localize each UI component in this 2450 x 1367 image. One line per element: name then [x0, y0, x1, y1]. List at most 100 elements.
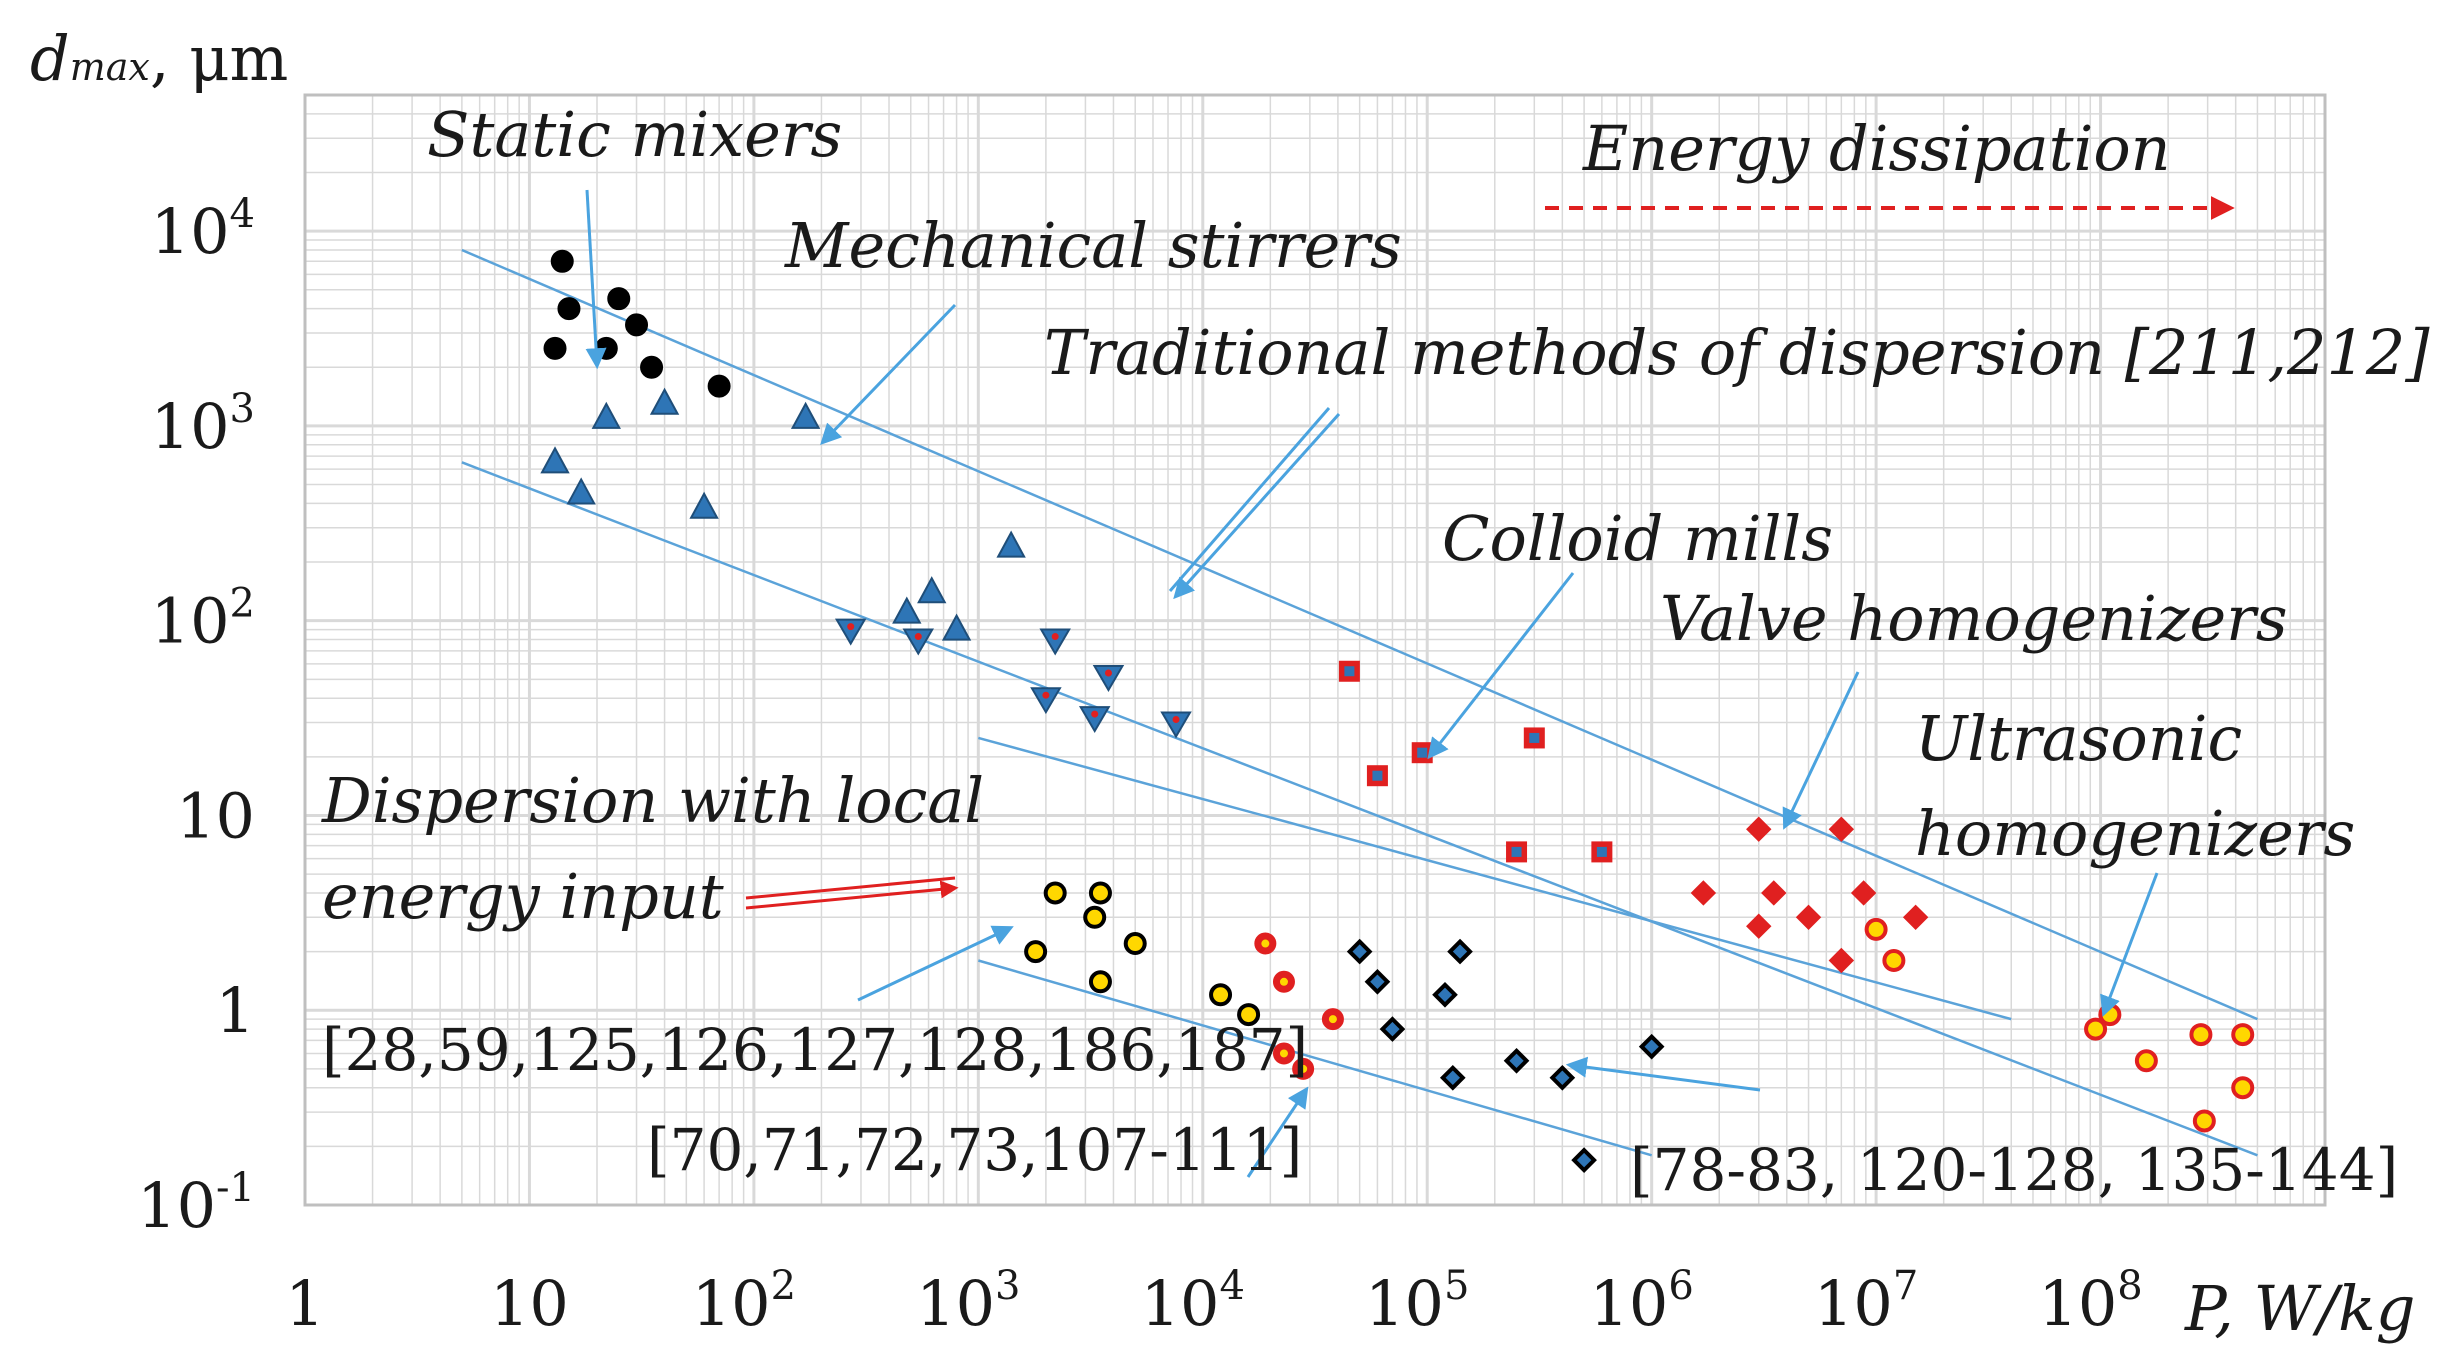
y-axis-label-sub: max: [70, 45, 150, 89]
data-point: [834, 618, 867, 646]
y-axis-label-main: d: [30, 22, 70, 95]
y-tick-label: 103: [151, 386, 255, 463]
annotation-ultrasonic-line1: Ultrasonic: [1915, 702, 2242, 775]
data-point: [1746, 816, 1772, 842]
guide-line-3: [978, 736, 2012, 1021]
data-point: [1272, 1042, 1295, 1065]
arrow-ref-group-1: [857, 925, 1014, 1002]
arrow-local-energy-b: [745, 880, 959, 910]
data-point: [540, 446, 570, 474]
y-tick-label: 102: [151, 581, 255, 658]
data-point: [1092, 664, 1125, 692]
data-point: [1160, 711, 1192, 739]
annotation-ref-group-3: [78-83, 120-128, 135-144]: [1630, 1136, 2398, 1204]
data-point: [625, 313, 649, 337]
data-point: [1447, 938, 1473, 965]
arrow-ref-group-3: [1565, 1056, 1761, 1092]
y-tick-label: 10: [176, 779, 255, 852]
data-point: [790, 401, 821, 429]
data-point: [1292, 1057, 1315, 1080]
data-point: [1795, 904, 1822, 931]
y-axis-label: dmax, μm: [30, 22, 288, 95]
data-point: [2134, 1049, 2158, 1073]
arrow-traditional-methods-a: [1168, 407, 1331, 592]
annotations: Static mixers Mechanical stirrers Tradit…: [321, 98, 2430, 1204]
data-point: [1828, 947, 1855, 974]
data-point: [1503, 1047, 1530, 1074]
y-tick-label: 1: [216, 974, 255, 1047]
data-point: [1088, 881, 1112, 905]
data-point: [892, 596, 922, 624]
data-point: [2192, 1109, 2216, 1133]
data-point: [1338, 660, 1360, 682]
x-tick-label: 106: [1589, 1263, 1693, 1340]
data-point: [1366, 765, 1388, 787]
data-point: [2084, 1017, 2108, 1041]
arrow-static-mixers: [585, 189, 607, 370]
data-point: [2098, 1003, 2122, 1027]
annotation-ultrasonic-line2: homogenizers: [1915, 797, 2355, 870]
data-point: [594, 336, 618, 360]
data-point: [1043, 881, 1067, 905]
y-tick-label: 10-1: [137, 1165, 255, 1242]
data-point: [1882, 949, 1906, 973]
data-point: [1506, 841, 1528, 863]
data-point: [566, 477, 596, 505]
x-axis-label: P, W/kg: [2184, 1272, 2415, 1345]
guide-line-1: [461, 248, 2258, 1021]
guide-line-2: [461, 461, 2258, 1157]
annotation-arrows: [585, 189, 2235, 1178]
data-point: [591, 401, 621, 429]
data-point: [1083, 905, 1107, 929]
data-point: [1123, 932, 1147, 956]
data-point: [640, 355, 664, 379]
data-point: [1638, 1033, 1665, 1060]
data-point: [1850, 880, 1877, 906]
data-point: [707, 374, 731, 398]
data-point: [1439, 1064, 1466, 1091]
arrow-ref-group-2: [1246, 1086, 1309, 1178]
guide-lines: [461, 248, 2258, 1157]
data-point: [543, 336, 567, 360]
arrow-traditional-methods-b: [1173, 412, 1341, 600]
data-point: [1024, 940, 1048, 964]
data-point: [1864, 917, 1888, 941]
data-point: [1761, 880, 1787, 906]
data-point: [1690, 880, 1717, 906]
data-point: [1078, 706, 1111, 734]
data-point: [902, 628, 935, 656]
data-point: [917, 576, 947, 604]
data-point: [1411, 742, 1433, 764]
data-point: [557, 297, 581, 321]
arrow-valve-homogenizers: [1782, 671, 1860, 830]
y-tick-labels: 10-1 1 10 102 103 104: [137, 191, 255, 1242]
data-point: [1432, 981, 1458, 1008]
data-point: [941, 613, 972, 641]
annotation-local-energy-line1: Dispersion with local: [321, 764, 984, 837]
annotation-colloid-mills: Colloid mills: [1442, 502, 1833, 575]
annotation-mechanical-stirrers: Mechanical stirrers: [784, 209, 1402, 282]
data-point: [1237, 1003, 1261, 1027]
data-point: [1902, 904, 1929, 931]
data-point: [1254, 932, 1277, 955]
data-point: [1209, 983, 1233, 1007]
annotation-ref-group-1: [28,59,125,126,127,128,186,187]: [322, 1016, 1308, 1084]
arrow-mechanical-stirrers: [820, 303, 957, 446]
data-point: [2231, 1076, 2255, 1100]
x-tick-label: 108: [2038, 1263, 2142, 1340]
annotation-static-mixers: Static mixers: [427, 98, 842, 171]
data-point: [649, 387, 680, 415]
x-tick-label: 10: [490, 1267, 569, 1340]
x-tick-label: 1: [285, 1267, 324, 1340]
x-tick-label: 105: [1365, 1263, 1469, 1340]
guide-line-4: [977, 959, 1653, 1157]
arrow-ultrasonic: [2100, 872, 2159, 1017]
data-point: [1746, 913, 1772, 939]
data-point: [1321, 1008, 1344, 1031]
x-tick-label: 104: [1141, 1263, 1245, 1340]
data-point: [2189, 1023, 2213, 1047]
data-point: [689, 491, 719, 519]
data-point: [1828, 816, 1855, 842]
data-point: [607, 287, 631, 311]
